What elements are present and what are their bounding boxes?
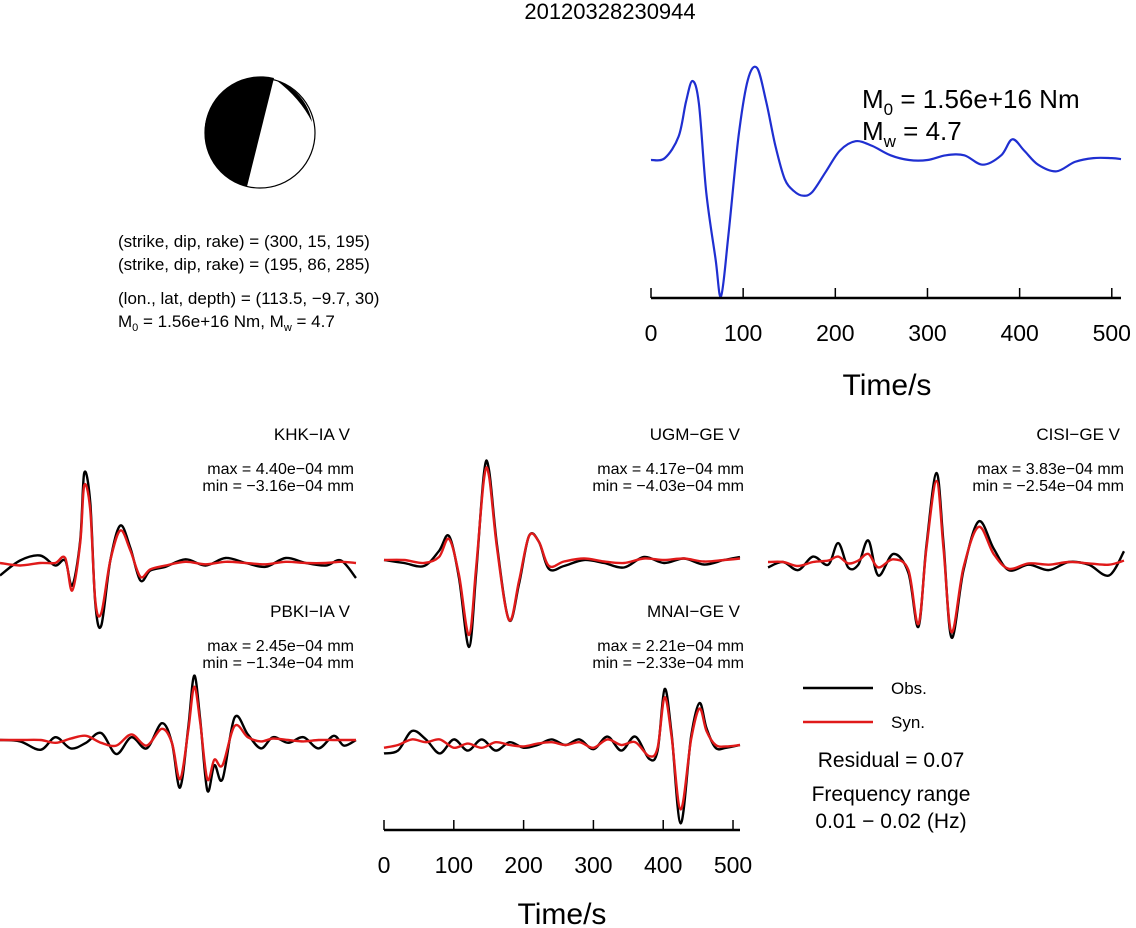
waveform-tick-label: 400 [644, 852, 682, 878]
beachball-icon [204, 76, 316, 189]
source-time-function-chart: M0 = 1.56e+16 Nm Mw = 4.7 0 100 200 300 400 5… [645, 65, 1131, 402]
min-amplitude-label: min = −3.16e−04 mm [202, 478, 354, 495]
mechanism-line-2: (strike, dip, rake) = (195, 86, 285) [118, 255, 370, 274]
stf-mw-annotation: Mw = 4.7 [862, 116, 962, 151]
mechanism-line-1: (strike, dip, rake) = (300, 15, 195) [118, 232, 370, 251]
moment-line: M0 = 1.56e+16 Nm, Mw = 4.7 [118, 312, 335, 334]
stf-line [650, 65, 1122, 298]
waveform-tick-label: 300 [574, 852, 612, 878]
min-amplitude-label: min = −4.03e−04 mm [592, 478, 744, 495]
station-label: UGM−GE V [650, 425, 741, 444]
station-label: PBKI−IA V [270, 602, 351, 621]
station-label: MNAI−GE V [647, 602, 741, 621]
max-amplitude-label: max = 4.40e−04 mm [207, 461, 354, 478]
min-amplitude-label: min = −2.33e−04 mm [592, 655, 744, 672]
waveform-tick-label: 100 [435, 852, 473, 878]
stf-tick-label: 400 [1000, 320, 1038, 346]
observed-trace [767, 471, 1126, 639]
stf-tick-label: 500 [1093, 320, 1131, 346]
min-amplitude-label: min = −2.54e−04 mm [972, 478, 1124, 495]
waveform-tick-label: 500 [714, 852, 752, 878]
stf-tick-label: 200 [816, 320, 854, 346]
observed-trace [383, 687, 741, 825]
waveform-tick-label: 200 [504, 852, 542, 878]
stf-tick-label: 300 [908, 320, 946, 346]
max-amplitude-label: max = 3.83e−04 mm [977, 461, 1124, 478]
synthetic-trace [383, 696, 741, 811]
stf-tick-label: 0 [645, 320, 658, 346]
stf-tick-label: 100 [724, 320, 762, 346]
frequency-range-value: 0.01 − 0.02 (Hz) [815, 810, 966, 833]
max-amplitude-label: max = 4.17e−04 mm [597, 461, 744, 478]
legend: Obs. Syn. [803, 679, 927, 732]
waveform-x-axis: 0 100 200 300 400 500 [378, 820, 752, 878]
waveform-tick-label: 0 [378, 852, 391, 878]
synthetic-trace [767, 479, 1125, 634]
synthetic-trace [0, 483, 357, 618]
stf-x-axis-label: Time/s [843, 369, 932, 402]
station-label: CISI−GE V [1036, 425, 1120, 444]
synthetic-trace [0, 685, 356, 782]
waveform-x-axis-label: Time/s [518, 898, 607, 928]
mechanism-line-3: (lon., lat, depth) = (113.5, −9.7, 30) [118, 289, 379, 308]
legend-obs-label: Obs. [891, 679, 927, 698]
max-amplitude-label: max = 2.45e−04 mm [207, 638, 354, 655]
legend-syn-label: Syn. [891, 713, 925, 732]
station-label: KHK−IA V [274, 425, 351, 444]
synthetic-trace [383, 466, 741, 637]
frequency-range-title: Frequency range [812, 783, 971, 806]
max-amplitude-label: max = 2.21e−04 mm [597, 638, 744, 655]
residual-text: Residual = 0.07 [818, 749, 965, 772]
min-amplitude-label: min = −1.34e−04 mm [202, 655, 354, 672]
stf-x-axis: 0 100 200 300 400 500 [645, 288, 1131, 346]
figure-title: 20120328230944 [524, 0, 695, 24]
stf-m0-annotation: M0 = 1.56e+16 Nm [862, 84, 1080, 119]
